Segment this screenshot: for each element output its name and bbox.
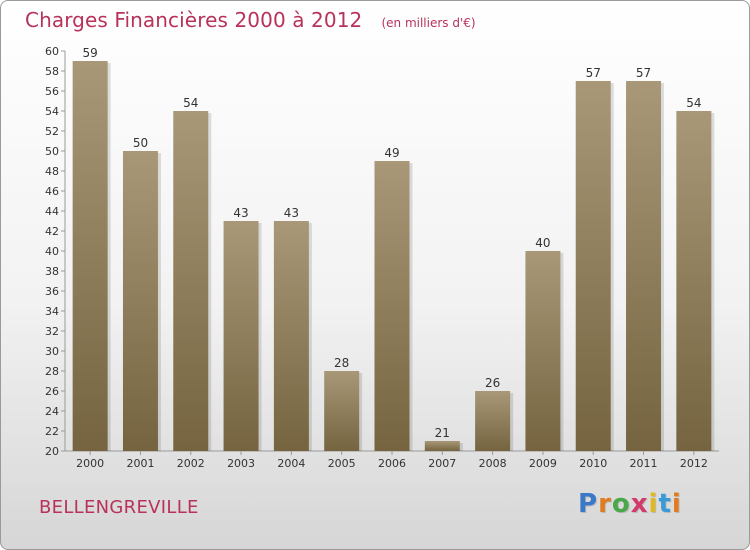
- chart-unit-note: (en milliers d'€): [381, 16, 476, 30]
- logo-letter: P: [578, 489, 599, 519]
- bar-value-label: 43: [284, 206, 299, 220]
- bar-value-label: 57: [586, 66, 601, 80]
- y-tick-label: 56: [45, 85, 59, 98]
- bar: [525, 251, 561, 451]
- y-tick-label: 24: [45, 405, 59, 418]
- x-tick-label: 2004: [277, 457, 305, 470]
- x-tick-label: 2010: [579, 457, 607, 470]
- x-tick-label: 2001: [126, 457, 154, 470]
- x-tick-label: 2005: [328, 457, 356, 470]
- bar-value-label: 40: [535, 236, 550, 250]
- y-tick-label: 40: [45, 245, 59, 258]
- bar: [575, 81, 611, 451]
- chart-title: Charges Financières 2000 à 2012: [25, 8, 363, 32]
- y-tick-label: 28: [45, 365, 59, 378]
- y-tick-label: 38: [45, 265, 59, 278]
- bar: [122, 151, 158, 451]
- logo-letter: i: [671, 489, 682, 519]
- commune-name: BELLENGREVILLE: [39, 497, 199, 518]
- bar: [273, 221, 309, 451]
- bar-value-label: 43: [233, 206, 248, 220]
- x-tick-label: 2003: [227, 457, 255, 470]
- y-tick-label: 26: [45, 385, 59, 398]
- y-tick-label: 50: [45, 145, 59, 158]
- x-tick-label: 2007: [428, 457, 456, 470]
- y-tick-label: 20: [45, 445, 59, 458]
- y-tick-label: 30: [45, 345, 59, 358]
- bar: [424, 441, 460, 451]
- y-tick-label: 54: [45, 105, 59, 118]
- y-tick-label: 48: [45, 165, 59, 178]
- y-tick-label: 44: [45, 205, 59, 218]
- x-tick-label: 2012: [680, 457, 708, 470]
- y-tick-label: 52: [45, 125, 59, 138]
- bar-value-label: 54: [686, 96, 701, 110]
- bar: [324, 371, 360, 451]
- bar-value-label: 28: [334, 356, 349, 370]
- bar-value-label: 50: [133, 136, 148, 150]
- bar: [374, 161, 410, 451]
- bar-value-label: 49: [384, 146, 399, 160]
- x-tick-label: 2006: [378, 457, 406, 470]
- y-tick-label: 36: [45, 285, 59, 298]
- chart-title-row: Charges Financières 2000 à 2012 (en mill…: [25, 8, 476, 32]
- y-tick-label: 34: [45, 305, 59, 318]
- y-tick-label: 32: [45, 325, 59, 338]
- x-tick-label: 2011: [630, 457, 658, 470]
- bar: [72, 61, 108, 451]
- bar-value-label: 26: [485, 376, 500, 390]
- logo-letter: i: [648, 489, 659, 519]
- bar-value-label: 59: [83, 46, 98, 60]
- bar: [626, 81, 662, 451]
- x-tick-label: 2009: [529, 457, 557, 470]
- x-tick-label: 2002: [177, 457, 205, 470]
- x-tick-label: 2000: [76, 457, 104, 470]
- bar: [223, 221, 259, 451]
- bar: [676, 111, 712, 451]
- bar: [475, 391, 511, 451]
- x-tick-label: 2008: [479, 457, 507, 470]
- y-tick-label: 60: [45, 45, 59, 58]
- y-tick-label: 46: [45, 185, 59, 198]
- y-tick-label: 42: [45, 225, 59, 238]
- bar: [173, 111, 209, 451]
- logo-letter: r: [598, 489, 612, 519]
- y-tick-label: 58: [45, 65, 59, 78]
- logo-letter: o: [611, 489, 631, 519]
- logo-letter: t: [658, 489, 672, 519]
- proxiti-logo: Proxiti: [578, 489, 682, 519]
- bar-value-label: 57: [636, 66, 651, 80]
- bar-value-label: 21: [435, 426, 450, 440]
- logo-letter: x: [630, 489, 649, 519]
- y-tick-label: 22: [45, 425, 59, 438]
- bar-value-label: 54: [183, 96, 198, 110]
